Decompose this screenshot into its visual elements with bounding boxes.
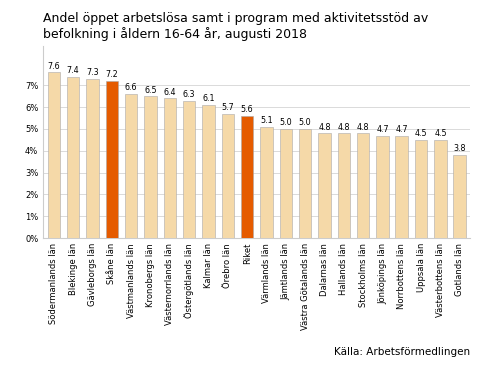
Bar bbox=[202, 105, 215, 238]
Bar bbox=[241, 116, 253, 238]
Bar bbox=[164, 98, 176, 238]
Text: 3.8: 3.8 bbox=[454, 144, 466, 154]
Bar bbox=[318, 133, 331, 238]
Text: 7.4: 7.4 bbox=[67, 66, 80, 75]
Text: 4.7: 4.7 bbox=[376, 125, 389, 134]
Bar bbox=[434, 140, 447, 238]
Text: 6.5: 6.5 bbox=[144, 86, 157, 94]
Text: 6.6: 6.6 bbox=[125, 83, 137, 92]
Bar bbox=[454, 155, 466, 238]
Text: 6.3: 6.3 bbox=[183, 90, 195, 99]
Text: 6.1: 6.1 bbox=[202, 94, 215, 103]
Bar bbox=[299, 129, 312, 238]
Bar bbox=[279, 129, 292, 238]
Text: Andel öppet arbetslösa samt i program med aktivitetsstöd av
befolkning i åldern : Andel öppet arbetslösa samt i program me… bbox=[43, 12, 429, 41]
Text: 4.8: 4.8 bbox=[318, 122, 331, 132]
Text: 4.7: 4.7 bbox=[396, 125, 408, 134]
Bar bbox=[183, 101, 195, 238]
Bar bbox=[106, 81, 118, 238]
Bar bbox=[67, 77, 80, 238]
Bar bbox=[357, 133, 370, 238]
Text: 4.5: 4.5 bbox=[415, 129, 427, 138]
Text: 5.0: 5.0 bbox=[299, 118, 312, 127]
Bar bbox=[376, 136, 389, 238]
Bar bbox=[337, 133, 350, 238]
Bar bbox=[415, 140, 427, 238]
Text: 5.1: 5.1 bbox=[260, 116, 273, 125]
Text: Källa: Arbetsförmedlingen: Källa: Arbetsförmedlingen bbox=[334, 347, 470, 357]
Text: 5.7: 5.7 bbox=[221, 103, 234, 112]
Text: 5.0: 5.0 bbox=[279, 118, 292, 127]
Text: 6.4: 6.4 bbox=[164, 88, 176, 97]
Text: 4.8: 4.8 bbox=[337, 122, 350, 132]
Bar bbox=[144, 96, 157, 238]
Text: 5.6: 5.6 bbox=[241, 105, 253, 114]
Text: 4.5: 4.5 bbox=[434, 129, 447, 138]
Text: 7.3: 7.3 bbox=[86, 68, 99, 77]
Text: 4.8: 4.8 bbox=[357, 122, 370, 132]
Text: 7.6: 7.6 bbox=[48, 61, 60, 71]
Bar bbox=[222, 114, 234, 238]
Text: 7.2: 7.2 bbox=[106, 70, 118, 79]
Bar bbox=[125, 94, 137, 238]
Bar bbox=[396, 136, 408, 238]
Bar bbox=[86, 79, 99, 238]
Bar bbox=[48, 72, 60, 238]
Bar bbox=[260, 127, 273, 238]
